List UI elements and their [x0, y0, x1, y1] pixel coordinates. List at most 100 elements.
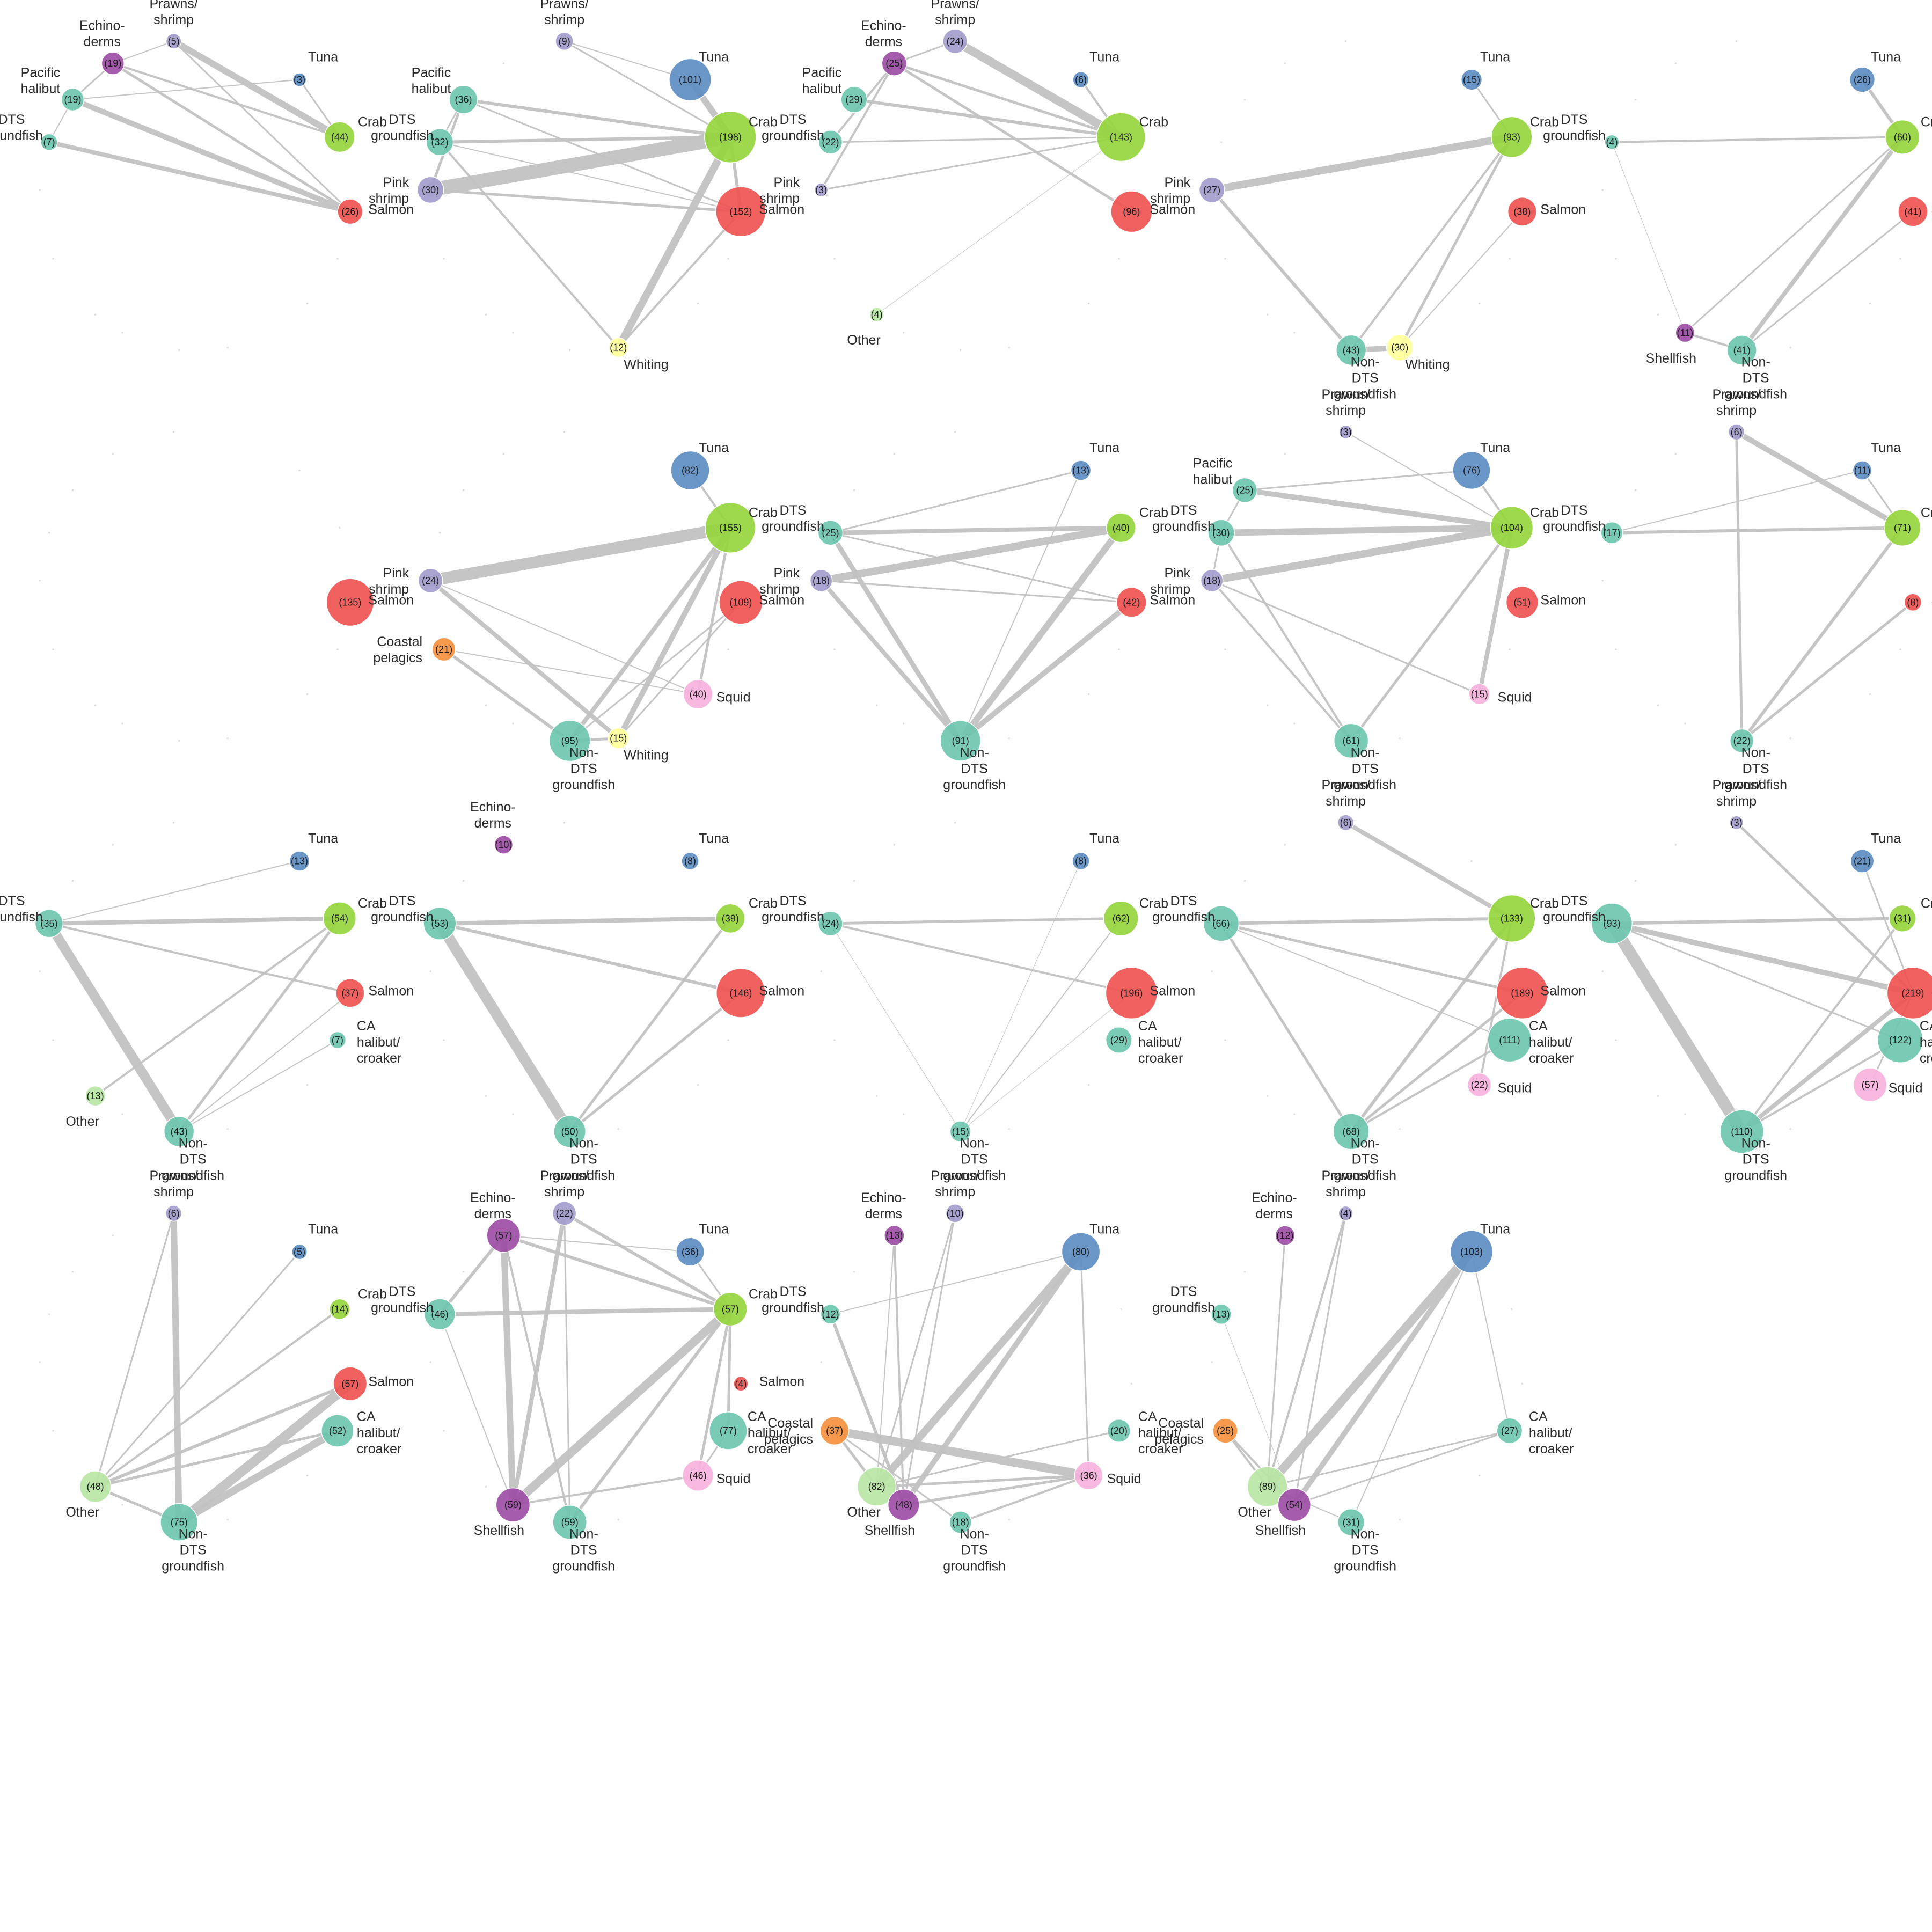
slot-dot	[336, 648, 339, 650]
node-circle	[85, 1085, 106, 1107]
edge	[873, 1248, 1085, 1491]
slot-dot	[697, 1084, 699, 1086]
node-count: (36)	[455, 94, 472, 105]
edge	[462, 98, 732, 139]
node-label: DTS	[0, 894, 25, 909]
node-circle	[165, 1205, 182, 1222]
edges	[1208, 78, 1523, 353]
node: (15) Squid	[1468, 683, 1532, 705]
node-count: (22)	[1733, 735, 1751, 746]
node-count: (29)	[1110, 1035, 1128, 1045]
node-count: (30)	[1212, 528, 1230, 538]
node-circle	[682, 1459, 714, 1491]
node-label: Squid	[716, 690, 751, 705]
node: (9) Prawns/shrimp	[540, 0, 589, 51]
edge	[568, 1307, 732, 1524]
node-count: (76)	[1463, 465, 1480, 475]
node-circle	[323, 902, 357, 935]
node-label: shrimp	[935, 1184, 975, 1199]
slot-dot	[1657, 704, 1659, 706]
node: (24) Prawns/shrimp	[931, 0, 979, 54]
node: (22) Squid	[1467, 1072, 1532, 1097]
node-label: groundfish	[943, 777, 1006, 792]
node-circle	[1337, 814, 1355, 831]
node-label: Pacific	[21, 65, 61, 80]
node-label: Shellfish	[1255, 1523, 1306, 1538]
edge	[830, 1251, 1082, 1315]
slot-dot	[226, 1519, 229, 1521]
node-label: Salmon	[1931, 983, 1932, 998]
node-label: DTS	[180, 1542, 207, 1557]
node-count: (50)	[561, 1126, 579, 1137]
node-circle	[719, 580, 763, 625]
slot-dot	[39, 189, 41, 191]
node-label: CA	[1138, 1019, 1157, 1034]
node-label: Pacific	[802, 65, 842, 80]
node: (219) Salmon	[1886, 967, 1932, 1020]
node-label: groundfish	[1724, 1168, 1787, 1183]
node-label: Salmon	[1540, 202, 1586, 217]
node-count: (22)	[1471, 1079, 1488, 1090]
node-circle	[715, 186, 766, 237]
slot-dot	[1243, 98, 1246, 101]
node: (4) Prawns/shrimp	[1321, 1168, 1370, 1221]
node-label: Crab	[1530, 114, 1559, 129]
node-label: DTS	[961, 1542, 988, 1557]
node-label: Salmon	[368, 983, 414, 998]
node: (4) Other	[847, 307, 884, 348]
node-label: Squid	[1498, 1080, 1532, 1095]
node: (13) Other	[65, 1085, 106, 1129]
node-label: groundfish	[371, 910, 434, 925]
edge	[1610, 917, 1904, 925]
edge	[1266, 1212, 1347, 1488]
node-count: (31)	[1894, 913, 1911, 924]
node: (15) Whiting	[608, 727, 669, 763]
edge	[617, 601, 742, 740]
edge	[1350, 136, 1513, 352]
edge	[170, 38, 343, 141]
node-circle	[676, 1237, 705, 1267]
node-label: Non-	[1351, 1136, 1380, 1151]
node-count: (39)	[722, 913, 739, 924]
slot-dot	[1479, 1474, 1481, 1477]
node-circle	[553, 1115, 587, 1148]
node-count: (40)	[1113, 522, 1130, 533]
node-label: CA	[1529, 1409, 1548, 1424]
edge	[1210, 188, 1353, 352]
node-circle	[1338, 1205, 1353, 1221]
slot-dot	[833, 258, 836, 260]
node-circle	[333, 1366, 368, 1401]
edge	[1219, 922, 1353, 1133]
node-circle	[1198, 177, 1225, 203]
node-count: (13)	[885, 1230, 903, 1241]
node-label: shrimp	[935, 12, 975, 27]
node-circle	[486, 1218, 521, 1253]
edges	[93, 1210, 355, 1527]
edge	[950, 36, 1125, 142]
edge	[1243, 469, 1473, 491]
node: (3)Tuna	[292, 49, 338, 87]
node: (14) Crab	[329, 1286, 387, 1320]
node-label: Prawns/	[931, 1168, 979, 1183]
slot-dot	[298, 469, 301, 472]
slot-dot	[1657, 1095, 1659, 1097]
node-circle	[818, 911, 843, 936]
node-count: (104)	[1501, 522, 1523, 533]
slot-dot	[1399, 1519, 1401, 1521]
edge	[960, 470, 1082, 742]
edge	[178, 1039, 338, 1132]
node-count: (61)	[1343, 735, 1360, 746]
slot-dot	[39, 970, 41, 972]
node-count: (109)	[729, 597, 752, 608]
node-label: DTS	[0, 112, 25, 127]
slot-dot	[1601, 189, 1604, 191]
edge	[94, 917, 341, 1097]
